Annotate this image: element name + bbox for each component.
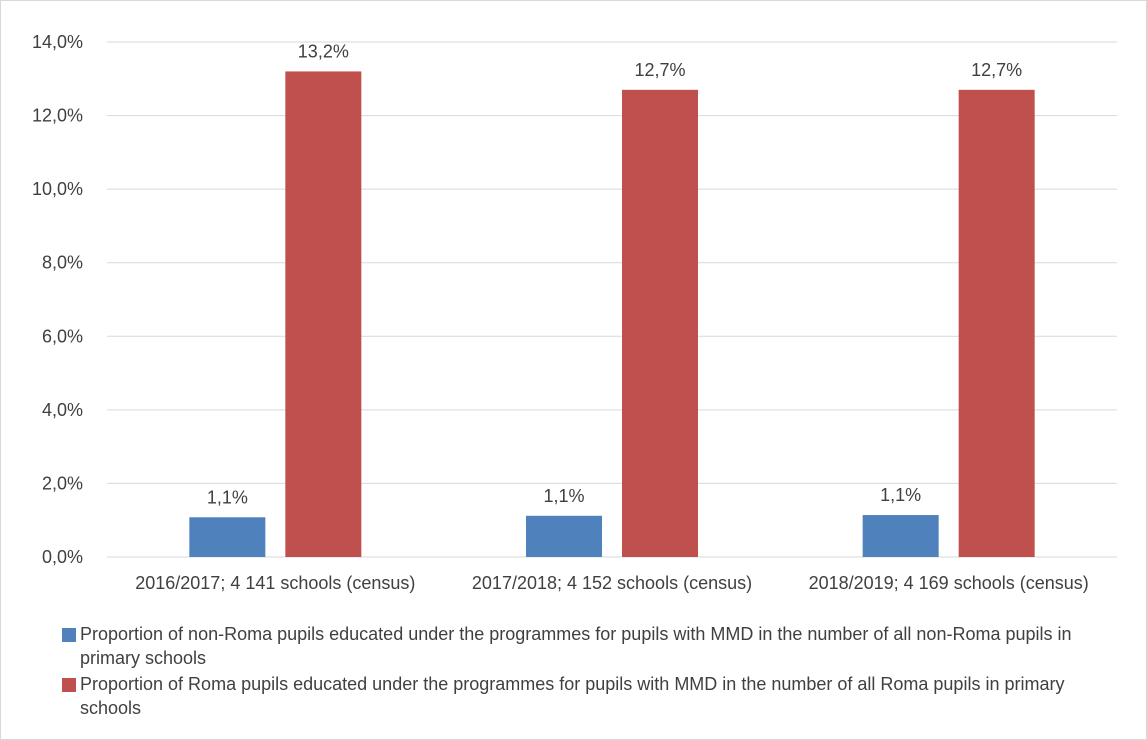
bar [189, 517, 266, 557]
y-tick-label: 4,0% [42, 400, 83, 420]
data-label: 1,1% [543, 486, 584, 506]
bar [862, 515, 939, 557]
y-tick-label: 10,0% [32, 179, 83, 199]
data-label: 13,2% [298, 41, 349, 61]
y-tick-label: 0,0% [42, 547, 83, 567]
y-tick-label: 6,0% [42, 326, 83, 346]
legend-swatch-non-roma [62, 628, 76, 642]
x-category-label: 2017/2018; 4 152 schools (census) [472, 573, 752, 593]
bar [622, 89, 698, 558]
data-label: 1,1% [207, 487, 248, 507]
y-tick-label: 12,0% [32, 106, 83, 126]
legend-item-roma: Proportion of Roma pupils educated under… [62, 672, 1122, 720]
x-category-label: 2018/2019; 4 169 schools (census) [809, 573, 1089, 593]
bar [958, 89, 1035, 558]
y-tick-label: 8,0% [42, 253, 83, 273]
chart-legend: Proportion of non-Roma pupils educated u… [62, 622, 1122, 722]
bar-chart: 0,0% 2,0% 4,0% 6,0% 8,0% 10,0% 12,0% 14,0% 1,1% 1… [32, 32, 1117, 593]
bar [526, 515, 602, 557]
legend-swatch-roma [62, 678, 76, 692]
y-tick-label: 2,0% [42, 473, 83, 493]
data-label: 12,7% [971, 60, 1022, 80]
y-tick-label: 14,0% [32, 32, 83, 52]
legend-item-non-roma: Proportion of non-Roma pupils educated u… [62, 622, 1122, 670]
x-category-label: 2016/2017; 4 141 schools (census) [135, 573, 415, 593]
bar [285, 71, 362, 557]
data-label: 12,7% [634, 60, 685, 80]
legend-label-non-roma: Proportion of non-Roma pupils educated u… [80, 624, 1072, 668]
data-label: 1,1% [880, 485, 921, 505]
legend-label-roma: Proportion of Roma pupils educated under… [80, 674, 1065, 718]
